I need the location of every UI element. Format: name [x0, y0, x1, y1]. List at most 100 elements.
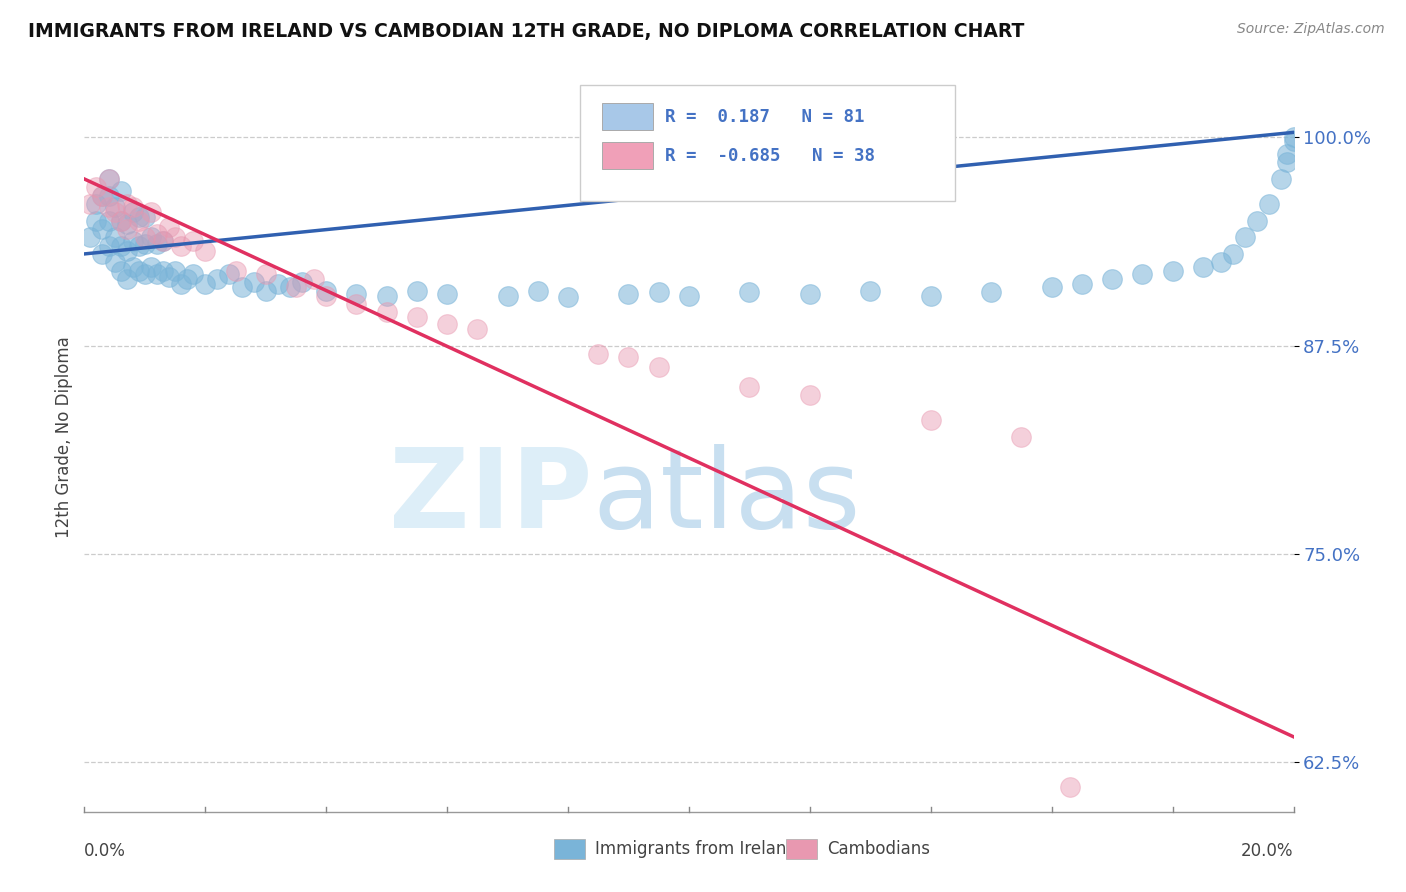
Point: [1277, 147, 1299, 161]
Text: Source: ZipAtlas.com: Source: ZipAtlas.com: [1237, 22, 1385, 37]
Point: [139, 230, 162, 244]
Point: [79, 197, 101, 211]
Point: [110, 213, 132, 227]
Point: [799, 388, 821, 402]
Point: [91, 247, 114, 261]
Point: [738, 380, 761, 394]
Point: [207, 272, 229, 286]
Point: [496, 288, 519, 302]
Point: [165, 263, 187, 277]
Point: [194, 277, 217, 291]
Point: [97, 213, 120, 227]
Point: [110, 184, 132, 198]
Point: [181, 234, 204, 248]
Point: [1246, 213, 1268, 227]
Point: [980, 285, 1002, 300]
Point: [278, 280, 301, 294]
Point: [146, 236, 169, 251]
Point: [134, 236, 156, 251]
Point: [157, 220, 180, 235]
Point: [181, 267, 204, 281]
FancyBboxPatch shape: [602, 142, 652, 169]
Point: [121, 260, 143, 275]
Point: [152, 234, 174, 248]
Point: [254, 284, 277, 298]
Point: [588, 347, 610, 361]
Point: [859, 284, 882, 298]
Point: [170, 238, 193, 252]
Point: [1277, 155, 1299, 169]
Text: 0.0%: 0.0%: [84, 842, 127, 860]
Point: [920, 288, 942, 302]
Point: [128, 238, 150, 252]
Point: [86, 213, 108, 227]
Point: [115, 244, 138, 258]
Point: [146, 267, 169, 281]
Point: [97, 238, 120, 252]
Point: [557, 290, 579, 304]
Point: [315, 288, 337, 302]
Point: [375, 305, 398, 319]
Point: [86, 180, 108, 194]
Point: [128, 213, 150, 227]
Text: R =  0.187   N = 81: R = 0.187 N = 81: [665, 108, 865, 126]
Point: [194, 244, 217, 258]
Point: [1222, 247, 1244, 261]
Point: [285, 280, 308, 294]
Point: [1130, 267, 1153, 281]
Point: [104, 230, 127, 244]
Point: [79, 230, 101, 244]
Point: [291, 275, 314, 289]
Point: [121, 205, 143, 219]
Point: [134, 267, 156, 281]
Point: [1101, 272, 1123, 286]
Point: [146, 227, 169, 241]
Point: [225, 263, 247, 277]
Text: Cambodians: Cambodians: [827, 840, 929, 858]
Point: [254, 267, 277, 281]
Point: [104, 200, 127, 214]
Point: [86, 197, 108, 211]
Point: [91, 222, 114, 236]
Point: [467, 322, 489, 336]
Point: [231, 280, 253, 294]
Point: [527, 284, 550, 298]
Point: [1282, 134, 1305, 148]
Point: [1209, 255, 1232, 269]
Y-axis label: 12th Grade, No Diploma: 12th Grade, No Diploma: [55, 336, 73, 538]
Point: [115, 272, 138, 286]
Point: [165, 230, 187, 244]
Point: [648, 360, 671, 375]
Point: [1192, 260, 1215, 275]
Point: [1161, 263, 1184, 277]
Point: [302, 272, 325, 286]
Point: [242, 275, 264, 289]
Point: [152, 234, 174, 248]
Point: [1258, 197, 1281, 211]
Point: [267, 277, 290, 291]
Point: [315, 284, 337, 298]
Point: [110, 213, 132, 227]
Point: [91, 188, 114, 202]
Text: ZIP: ZIP: [389, 443, 592, 550]
Point: [110, 238, 132, 252]
Point: [799, 286, 821, 301]
Point: [128, 211, 150, 225]
Text: IMMIGRANTS FROM IRELAND VS CAMBODIAN 12TH GRADE, NO DIPLOMA CORRELATION CHART: IMMIGRANTS FROM IRELAND VS CAMBODIAN 12T…: [28, 22, 1025, 41]
Point: [104, 205, 127, 219]
Point: [134, 211, 156, 225]
Point: [104, 255, 127, 269]
FancyBboxPatch shape: [602, 103, 652, 130]
Point: [375, 288, 398, 302]
Point: [406, 284, 429, 298]
Point: [97, 188, 120, 202]
Point: [97, 172, 120, 186]
Point: [1011, 430, 1033, 444]
Point: [152, 263, 174, 277]
Point: [121, 200, 143, 214]
Text: R =  -0.685   N = 38: R = -0.685 N = 38: [665, 147, 875, 165]
Point: [678, 288, 700, 302]
Point: [1040, 280, 1063, 294]
Point: [920, 413, 942, 427]
Point: [218, 267, 240, 281]
